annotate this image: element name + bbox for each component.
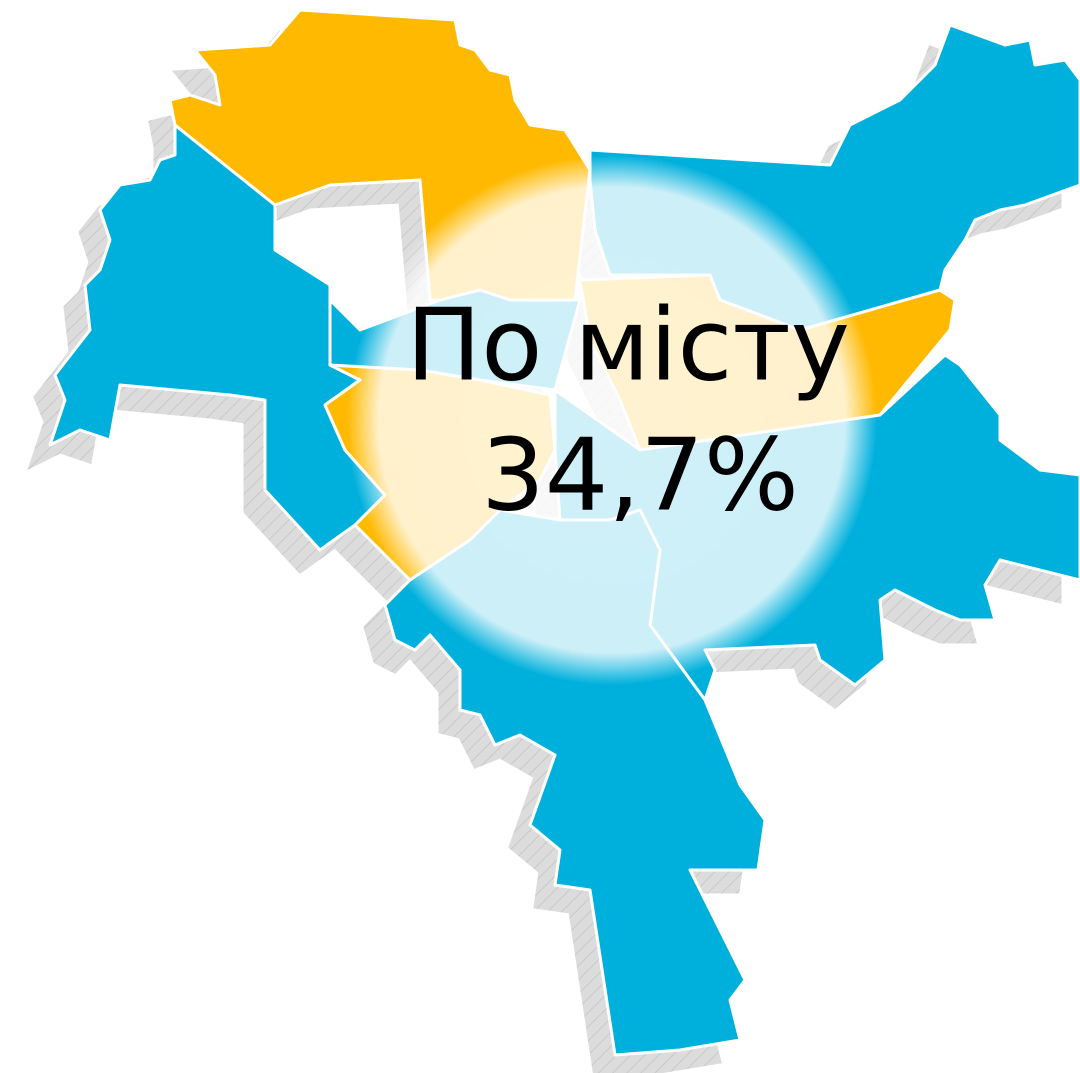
value: 34,7% (481, 416, 799, 533)
glow (347, 155, 877, 685)
label: По місту (406, 286, 850, 403)
